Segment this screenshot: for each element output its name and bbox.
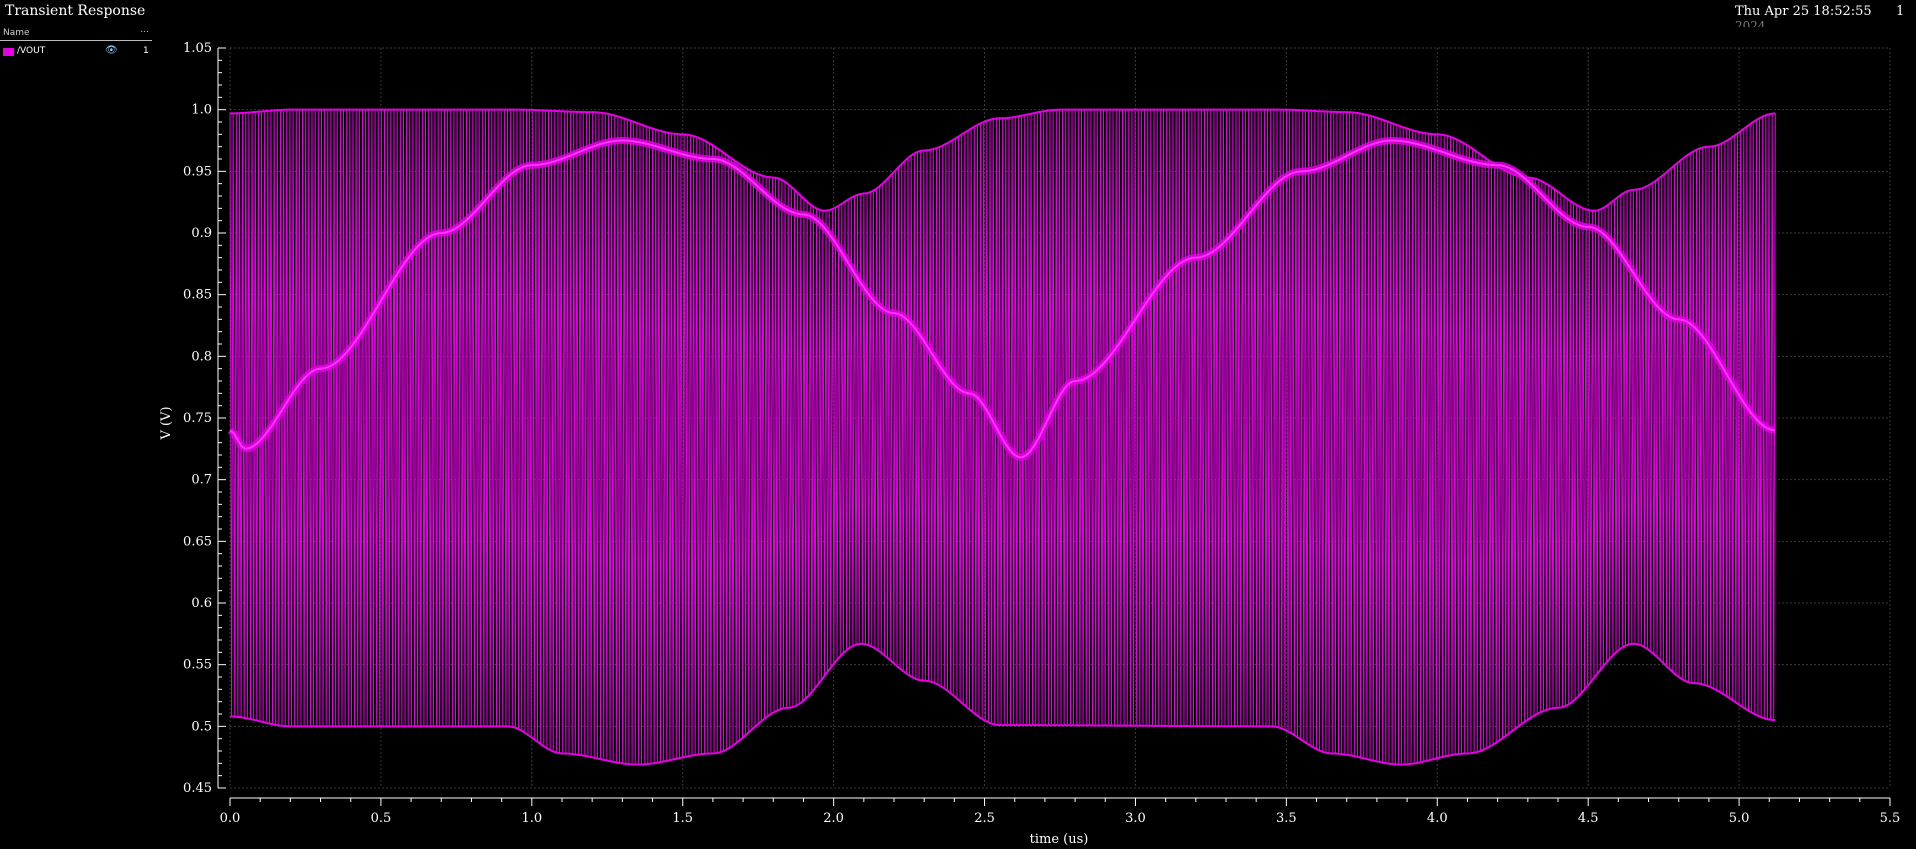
- y-tick-label: 0.8: [191, 349, 212, 364]
- x-tick-label: 0.0: [220, 811, 241, 826]
- series-vout-lower-envelope: [229, 642, 1776, 766]
- timestamp: Thu Apr 25 18:52:55: [1735, 4, 1872, 19]
- plot-region: [227, 108, 1776, 766]
- x-tick-label: 4.0: [1427, 811, 1448, 826]
- axes: 0.45 0.5 0.55 0.6 0.65 0.7 0.75 0.8 0.85 0.9 0.95 1…: [183, 41, 1900, 826]
- y-axis-label: V (V): [159, 406, 174, 440]
- y-tick-label: 0.65: [183, 534, 212, 549]
- y-tick-label: 0.6: [191, 596, 212, 611]
- y-tick-label: 0.95: [183, 164, 212, 179]
- y-tick-label: 0.9: [191, 226, 212, 241]
- y-tick-label: 0.55: [183, 658, 212, 673]
- x-tick-label: 1.5: [672, 811, 693, 826]
- legend-item-index: 1: [143, 46, 149, 56]
- legend-header-more-button[interactable]: ...: [140, 25, 149, 35]
- x-tick-label: 5.5: [1880, 811, 1901, 826]
- y-tick-label: 0.5: [191, 719, 212, 734]
- y-tick-label: 0.45: [183, 781, 212, 796]
- legend-item-name: /VOUT: [17, 46, 46, 56]
- legend-panel: Name ... /VOUT 👁 1: [0, 25, 152, 60]
- x-tick-label: 1.0: [521, 811, 542, 826]
- timestamp-year: 2024: [1735, 20, 1766, 27]
- y-tick-label: 1.05: [183, 41, 212, 56]
- x-tick-label: 5.0: [1729, 811, 1750, 826]
- eye-icon[interactable]: 👁: [105, 45, 118, 56]
- y-tick-label: 0.85: [183, 288, 212, 303]
- legend-swatch: [3, 48, 14, 56]
- legend-header: Name ...: [0, 25, 152, 41]
- y-tick-label: 0.7: [191, 473, 212, 488]
- series-vout-mid-highlight: [229, 139, 1776, 459]
- y-tick-label: 1.0: [191, 103, 212, 118]
- legend-header-name: Name: [3, 28, 30, 38]
- page-number: 1: [1896, 4, 1905, 19]
- x-axis-label: time (us): [1030, 832, 1089, 847]
- x-tick-label: 2.5: [974, 811, 995, 826]
- x-tick-label: 3.0: [1125, 811, 1146, 826]
- legend-item-vout[interactable]: /VOUT 👁 1: [0, 44, 152, 60]
- y-tick-label: 0.75: [183, 411, 212, 426]
- x-tick-label: 0.5: [371, 811, 392, 826]
- x-tick-label: 3.5: [1276, 811, 1297, 826]
- x-tick-label: 4.5: [1578, 811, 1599, 826]
- window-title: Transient Response: [5, 3, 146, 19]
- x-tick-label: 2.0: [823, 811, 844, 826]
